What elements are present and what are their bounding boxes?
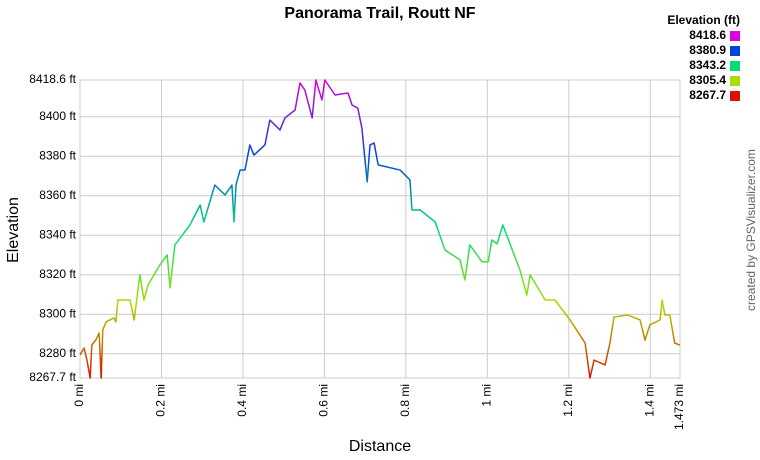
x-tick-label: 0.8 mi [398,384,412,417]
x-tick-label: 0.4 mi [235,384,249,417]
x-tick-label: 0.6 mi [317,384,331,417]
legend-label: 8343.2 [689,58,726,72]
legend-label: 8418.6 [689,28,726,42]
y-tick-label: 8380 ft [39,148,76,162]
legend-label: 8267.7 [689,88,726,102]
y-tick-label: 8300 ft [39,306,76,320]
chart-title: Panorama Trail, Routt NF [284,5,475,22]
y-tick-label: 8267.7 ft [29,370,76,384]
legend-swatch [730,61,740,71]
legend-swatch [730,46,740,56]
y-tick-label: 8320 ft [39,267,76,281]
credit: created by GPSVisualizer.com [744,149,758,311]
y-tick-label: 8280 ft [39,346,76,360]
x-tick-label: 0 mi [72,384,86,407]
legend-swatch [730,91,740,101]
y-tick-label: 8400 ft [39,109,76,123]
legend-swatch [730,31,740,41]
legend-title: Elevation (ft) [667,13,740,27]
elevation-line [79,79,681,379]
legend-swatch [730,76,740,86]
plot-area [79,79,681,379]
y-axis-label: Elevation [5,197,22,263]
y-tick-label: 8418.6 ft [29,72,76,86]
x-tick-label: 1.2 mi [561,384,575,417]
x-tick-label: 1.4 mi [642,384,656,417]
x-tick-label: 1 mi [480,384,494,407]
x-tick-label: 1.473 mi [672,384,686,430]
x-axis-label: Distance [349,438,411,455]
y-tick-label: 8340 ft [39,227,76,241]
x-tick-label: 0.2 mi [154,384,168,417]
y-tick-label: 8360 ft [39,188,76,202]
legend-label: 8380.9 [689,43,726,57]
legend-label: 8305.4 [689,73,726,87]
